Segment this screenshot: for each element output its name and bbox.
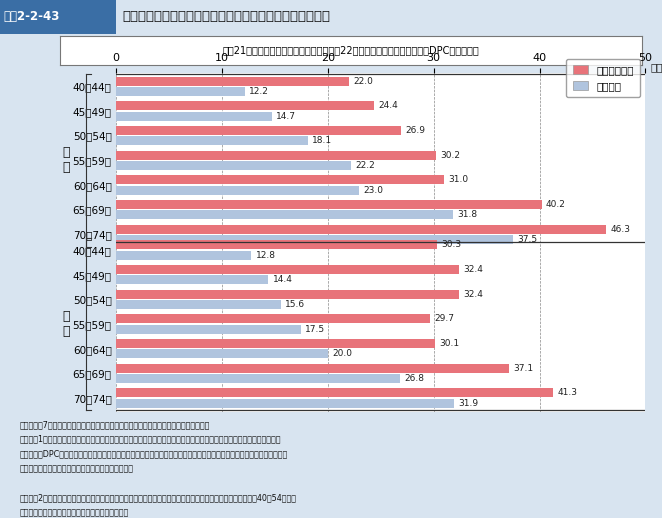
- Text: 15.6: 15.6: [285, 300, 305, 309]
- Bar: [116, 325, 301, 334]
- Bar: [116, 210, 453, 219]
- Text: 12.2: 12.2: [250, 87, 269, 96]
- Text: 37.5: 37.5: [517, 235, 538, 244]
- Bar: [116, 185, 359, 195]
- Text: 26.9: 26.9: [405, 126, 425, 135]
- Bar: [116, 151, 436, 160]
- Bar: [116, 224, 606, 234]
- Text: 14.7: 14.7: [276, 111, 296, 121]
- Text: 29.7: 29.7: [435, 314, 455, 323]
- Bar: [116, 136, 308, 146]
- Text: 30.2: 30.2: [440, 151, 460, 160]
- Bar: [116, 77, 349, 85]
- Bar: [116, 265, 459, 274]
- Text: 22.0: 22.0: [353, 77, 373, 85]
- Text: メタボリックシンドローム該当者と非該当者の医療費の差: メタボリックシンドローム該当者と非該当者の医療費の差: [122, 10, 330, 23]
- Bar: [116, 388, 553, 397]
- Bar: [116, 300, 281, 309]
- Text: 男
性: 男 性: [62, 146, 70, 174]
- Text: 40.2: 40.2: [546, 200, 566, 209]
- Legend: メタボ該当者, 非該当者: メタボ該当者, 非該当者: [566, 59, 640, 97]
- Text: 30.3: 30.3: [441, 240, 461, 249]
- Text: 17.5: 17.5: [305, 325, 326, 334]
- Text: 32.4: 32.4: [463, 265, 483, 274]
- Bar: [116, 399, 453, 408]
- Bar: [116, 364, 509, 373]
- Text: 20.0: 20.0: [332, 349, 352, 358]
- Bar: [116, 87, 245, 96]
- Text: （注）　1．国が保有するデータベースを利用して、特定健診・保健指導データの結果と同一人のレセプトデータ（医科・: （注） 1．国が保有するデータベースを利用して、特定健診・保健指導データの結果と…: [20, 435, 281, 443]
- Bar: [116, 111, 271, 121]
- Text: 41.3: 41.3: [557, 388, 577, 397]
- Text: 図表2-2-43: 図表2-2-43: [3, 10, 60, 23]
- Bar: [116, 240, 437, 250]
- Text: 24.4: 24.4: [379, 102, 399, 110]
- Text: 37.1: 37.1: [513, 364, 533, 373]
- Text: 32.4: 32.4: [463, 290, 483, 299]
- Text: 26.8: 26.8: [404, 374, 424, 383]
- Text: 資料：「第7回保険者による健診・保健指導等に関する検討会（厚生労働省）資料」より: 資料：「第7回保険者による健診・保健指導等に関する検討会（厚生労働省）資料」より: [20, 420, 210, 429]
- Bar: [116, 175, 444, 184]
- Text: 23.0: 23.0: [363, 185, 384, 195]
- Bar: [116, 339, 435, 348]
- Bar: [116, 161, 351, 170]
- Bar: [0, 0, 116, 34]
- Text: 12.8: 12.8: [256, 251, 275, 260]
- Text: 46.3: 46.3: [610, 225, 630, 234]
- Text: 31.8: 31.8: [457, 210, 477, 219]
- Bar: [116, 290, 459, 299]
- Text: 22.2: 22.2: [355, 161, 375, 170]
- Bar: [116, 200, 542, 209]
- Text: （万円）: （万円）: [651, 63, 662, 73]
- Text: （注）　2．集団の母数が少ない場合は、著しく高い医療費があると、平均値が高くなる可能性がある（女性の40～54歳の平: （注） 2．集団の母数が少ない場合は、著しく高い医療費があると、平均値が高くなる…: [20, 493, 297, 502]
- Text: 18.1: 18.1: [312, 136, 332, 145]
- Bar: [116, 374, 400, 383]
- Text: 平成21年度特定健康診査メタボ基準別平成22年度レセプト（医科・調剤・DPC）総医療費: 平成21年度特定健康診査メタボ基準別平成22年度レセプト（医科・調剤・DPC）総…: [222, 46, 479, 55]
- Text: いて、性別・年齢階級別に集計を行った。: いて、性別・年齢階級別に集計を行った。: [20, 464, 134, 473]
- Text: DPC・調剤）を突き合わせ、メタボリックシンドロームの該当者、予備群、非該当者毎の合計点数の平均値につ: DPC・調剤）を突き合わせ、メタボリックシンドロームの該当者、予備群、非該当者毎…: [20, 449, 288, 458]
- Bar: [116, 126, 401, 135]
- Bar: [116, 235, 513, 244]
- Bar: [116, 275, 268, 284]
- Bar: [116, 251, 252, 260]
- Text: 31.0: 31.0: [448, 175, 469, 184]
- Text: 均が高くなっている可能性がある。）。: 均が高くなっている可能性がある。）。: [20, 508, 129, 517]
- Bar: [116, 101, 374, 110]
- Text: 30.1: 30.1: [439, 339, 459, 348]
- Text: 31.9: 31.9: [458, 399, 478, 408]
- Text: 女
性: 女 性: [62, 310, 70, 338]
- Text: 14.4: 14.4: [273, 276, 293, 284]
- Bar: [116, 349, 328, 358]
- Bar: [116, 314, 430, 323]
